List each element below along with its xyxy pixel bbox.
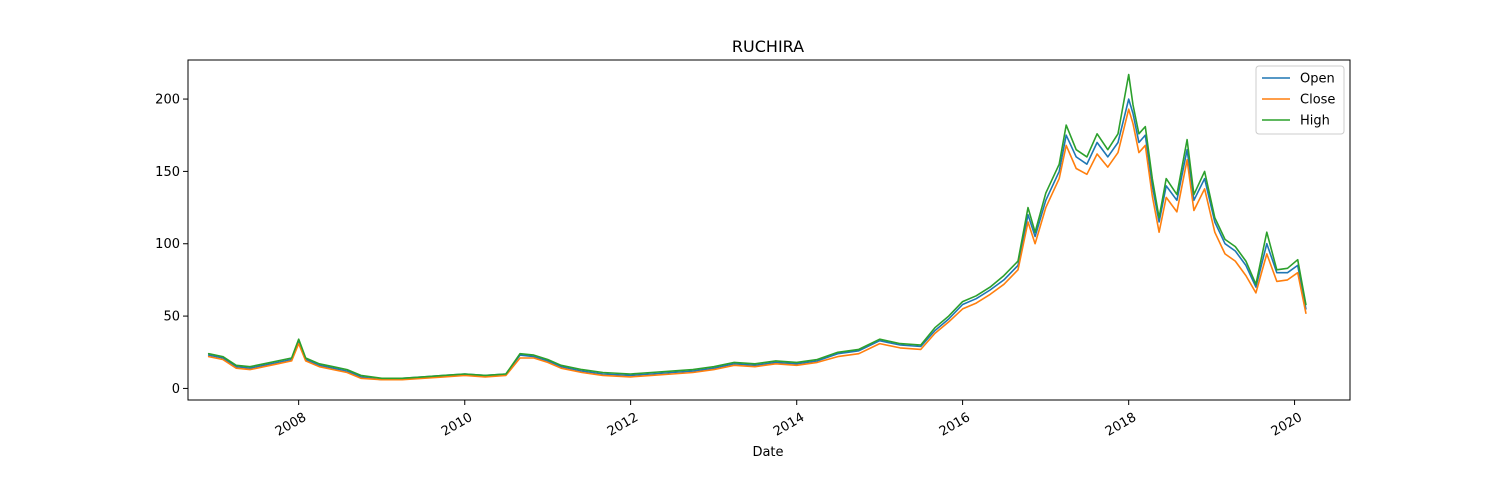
series-layer xyxy=(207,73,1307,381)
series-line-close xyxy=(207,108,1307,381)
x-axis-label: Date xyxy=(752,445,783,460)
series-line-high xyxy=(207,73,1307,380)
legend-label-high: High xyxy=(1300,114,1330,129)
legend-label-open: Open xyxy=(1300,72,1335,87)
y-tick-label: 100 xyxy=(155,237,180,252)
y-axis: 0 50 100 150 200 xyxy=(155,93,188,397)
plot-frame xyxy=(187,59,1351,401)
y-tick-label: 200 xyxy=(155,93,180,108)
legend-items: Open Close High xyxy=(1262,72,1335,129)
y-tick-label: 150 xyxy=(155,165,180,180)
legend-label-close: Close xyxy=(1300,93,1335,108)
legend: Open Close High xyxy=(1255,65,1345,135)
y-tick-label: 50 xyxy=(163,310,180,325)
chart-title: RUCHIRA xyxy=(732,37,804,56)
y-tick-label: 0 xyxy=(172,382,180,397)
legend-box xyxy=(1255,65,1345,135)
